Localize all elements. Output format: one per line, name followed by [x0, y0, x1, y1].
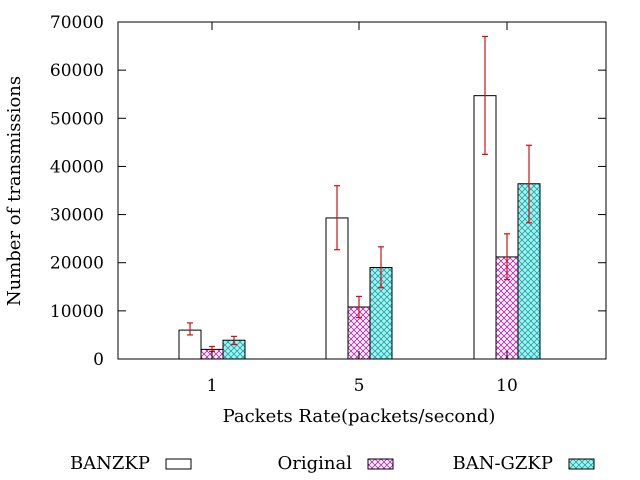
y-axis: 0 10000 20000 30000 40000 50000 60000 70000 — [50, 13, 606, 370]
legend-swatch-original — [367, 458, 394, 470]
y-tick-label: 70000 — [50, 13, 104, 33]
legend-label-banzkp: BANZKP — [70, 453, 150, 474]
y-tick-label: 60000 — [50, 61, 104, 81]
x-tick-label: 5 — [354, 376, 365, 396]
legend-swatch-banzkp — [165, 458, 192, 470]
error-bar-layer — [187, 35, 532, 352]
bar-layer — [178, 95, 541, 360]
y-tick-label: 50000 — [50, 109, 104, 129]
y-tick-label: 10000 — [50, 302, 104, 322]
plot-frame — [117, 21, 607, 360]
y-tick-label: 0 — [93, 350, 104, 370]
x-axis-label: Packets Rate(packets/second) — [223, 406, 496, 427]
y-axis-label: Number of transmissions — [4, 76, 25, 306]
legend-label-original: Original — [278, 453, 353, 474]
legend: BANZKP Original BAN-GZKP — [70, 453, 595, 474]
y-tick-label: 30000 — [50, 206, 104, 226]
y-tick-label: 40000 — [50, 157, 104, 177]
x-tick-label: 1 — [207, 376, 218, 396]
x-axis: 1 5 10 — [207, 22, 518, 396]
legend-swatch-ban-gzkp — [568, 458, 595, 470]
legend-label-ban-gzkp: BAN-GZKP — [452, 453, 553, 474]
y-tick-label: 20000 — [50, 254, 104, 274]
x-tick-label: 10 — [496, 376, 518, 396]
